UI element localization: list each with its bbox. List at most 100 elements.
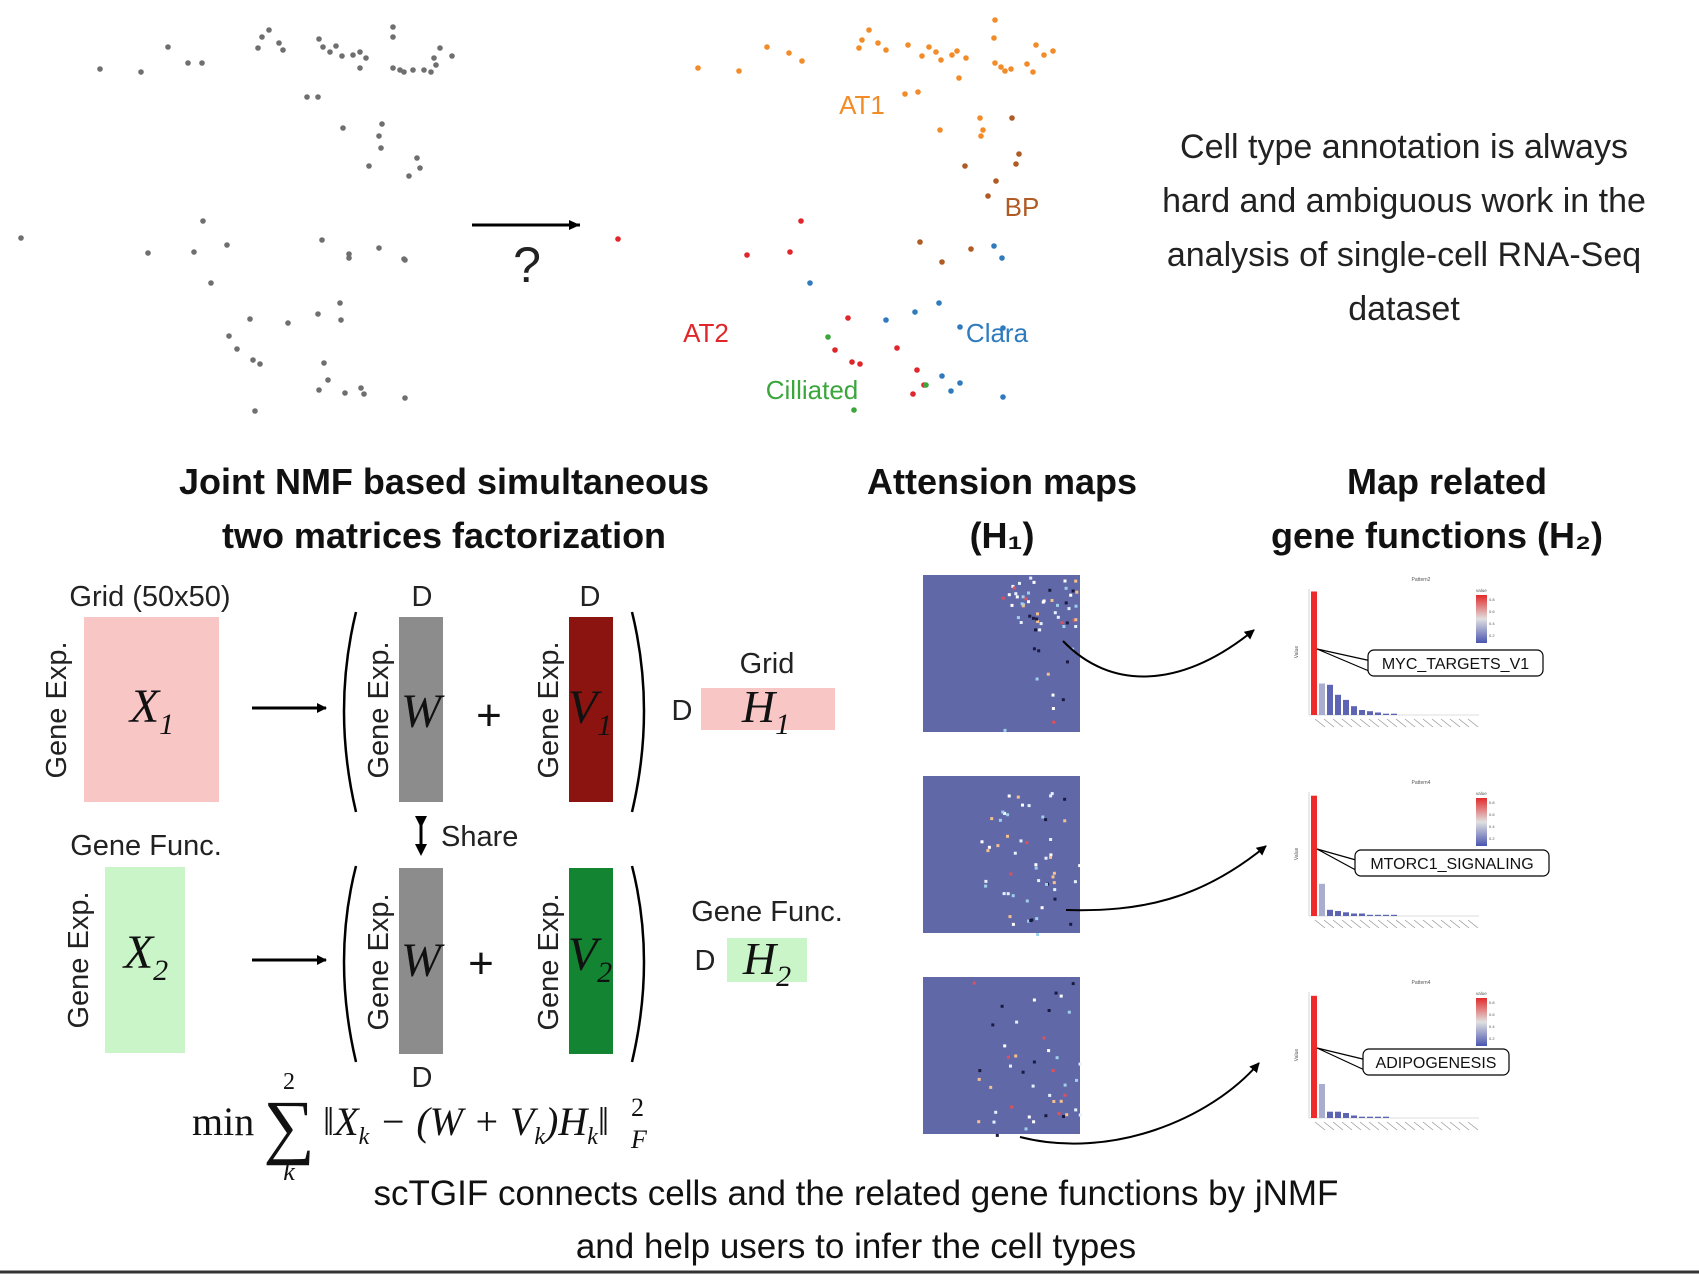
heatmap-cell bbox=[1060, 621, 1064, 625]
heatmap-background bbox=[923, 575, 1080, 732]
cell-point bbox=[437, 45, 443, 51]
heatmap-cell bbox=[986, 849, 990, 853]
cell-point bbox=[910, 391, 916, 397]
mini-tick-label bbox=[1359, 1121, 1371, 1131]
cell-point bbox=[807, 280, 813, 286]
mini-tick-label bbox=[1395, 1121, 1407, 1131]
cell-point bbox=[337, 300, 343, 306]
heatmap-cell bbox=[1029, 576, 1033, 580]
cell-point bbox=[252, 408, 258, 414]
heatmap-cell bbox=[1020, 602, 1024, 606]
mini-tick-label bbox=[1440, 1121, 1452, 1131]
cell-point bbox=[259, 34, 265, 40]
heatmap-cell bbox=[1008, 915, 1012, 919]
heading-attention-maps: (H₁) bbox=[970, 515, 1035, 556]
mini-tick-label bbox=[1377, 919, 1389, 929]
heatmap-cell bbox=[1053, 897, 1057, 901]
mini-colorbar-tick: 0.8 bbox=[1489, 597, 1495, 602]
heatmap-cell bbox=[1047, 1009, 1051, 1012]
cell-point bbox=[957, 380, 963, 386]
v2-symbol: V2 bbox=[568, 928, 612, 989]
mini-tick-label bbox=[1422, 718, 1434, 728]
mini-colorbar-tick: 0.4 bbox=[1489, 621, 1495, 626]
heatmap-cell bbox=[1021, 803, 1024, 807]
cell-point bbox=[856, 45, 862, 51]
cell-point bbox=[433, 62, 439, 68]
heatmap-cell bbox=[1071, 982, 1075, 986]
mini-bar bbox=[1319, 1084, 1325, 1118]
heatmap-cell bbox=[992, 1120, 996, 1124]
gene-set-callout: MYC_TARGETS_V1 bbox=[1316, 648, 1544, 677]
heatmap-cell bbox=[1044, 1114, 1048, 1118]
heatmap-cell bbox=[972, 981, 976, 985]
cell-point bbox=[1000, 325, 1006, 331]
mini-bar bbox=[1327, 684, 1333, 715]
heatmap-cell bbox=[1049, 838, 1053, 841]
heatmap-cell bbox=[1056, 615, 1060, 619]
question-mark: ? bbox=[513, 237, 541, 293]
cell-point bbox=[431, 55, 437, 61]
heatmap-cell bbox=[1025, 841, 1029, 845]
mini-tick-label bbox=[1413, 718, 1425, 728]
cell-point bbox=[402, 257, 408, 263]
gene-set-callout: ADIPOGENESIS bbox=[1316, 1047, 1510, 1076]
mini-colorbar-tick: 0.8 bbox=[1489, 1000, 1495, 1005]
heatmap-cell bbox=[1063, 797, 1067, 801]
heatmap-cell bbox=[1053, 611, 1057, 615]
cell-point bbox=[1030, 69, 1036, 75]
cell-point bbox=[914, 367, 920, 373]
cell-point bbox=[786, 50, 792, 56]
callout-box bbox=[1354, 849, 1550, 877]
right-paren-bottom bbox=[630, 865, 646, 1063]
heatmap-cell bbox=[1018, 581, 1021, 585]
mini-tick-label bbox=[1413, 919, 1425, 929]
heatmap-cell bbox=[1032, 580, 1036, 584]
cell-point bbox=[993, 178, 999, 184]
mini-bar bbox=[1343, 699, 1349, 715]
mini-tick-label bbox=[1323, 919, 1335, 929]
cell-point bbox=[956, 75, 962, 81]
cell-point bbox=[402, 395, 408, 401]
mini-tick-label bbox=[1431, 919, 1443, 929]
w-symbol-top: W bbox=[401, 685, 445, 738]
heatmap-cell bbox=[1027, 919, 1031, 923]
cell-point bbox=[319, 237, 325, 243]
matrix-w-top bbox=[399, 617, 443, 802]
heatmap-cell bbox=[1048, 588, 1052, 592]
heatmap-cell bbox=[1035, 917, 1039, 921]
heatmap-cell bbox=[1061, 698, 1065, 702]
mini-bar bbox=[1335, 1111, 1341, 1118]
mini-colorbar-tick: 0.2 bbox=[1489, 836, 1495, 841]
description-line: Cell type annotation is always bbox=[1180, 128, 1628, 166]
mini-colorbar bbox=[1476, 998, 1487, 1046]
heatmap-cell bbox=[1035, 677, 1039, 681]
annotated-cell-scatter bbox=[615, 17, 1056, 413]
heatmap-cell bbox=[1056, 603, 1059, 607]
heatmap-cell bbox=[1075, 1078, 1078, 1082]
cell-point bbox=[1009, 115, 1015, 121]
heatmap-cell bbox=[1051, 693, 1055, 697]
description-line: dataset bbox=[1348, 290, 1460, 328]
mini-tick-label bbox=[1314, 1121, 1326, 1131]
formula-min: min bbox=[192, 1099, 254, 1144]
heading-gene-functions: Map related bbox=[1347, 461, 1547, 502]
heatmap-cell bbox=[1032, 1120, 1036, 1124]
mini-bar bbox=[1319, 683, 1325, 715]
cell-point bbox=[226, 333, 232, 339]
cell-point bbox=[185, 60, 191, 66]
mini-tick-label bbox=[1368, 919, 1380, 929]
mini-colorbar bbox=[1476, 595, 1487, 643]
mini-tick-label bbox=[1350, 1121, 1362, 1131]
heatmap-cell bbox=[1013, 851, 1017, 855]
gene-exp-label-v2: Gene Exp. bbox=[533, 893, 565, 1030]
heatmap-cell bbox=[1021, 595, 1025, 599]
cell-point bbox=[883, 47, 889, 53]
mini-tick-label bbox=[1350, 919, 1362, 929]
heatmap-cell bbox=[1016, 616, 1020, 620]
heatmap-cell bbox=[1074, 604, 1078, 608]
gene-func-label-h2: Gene Func. bbox=[691, 896, 843, 928]
mini-bar bbox=[1383, 713, 1389, 715]
cell-point bbox=[342, 390, 348, 396]
heatmap-cell bbox=[1078, 1113, 1082, 1117]
cell-point bbox=[1000, 394, 1006, 400]
